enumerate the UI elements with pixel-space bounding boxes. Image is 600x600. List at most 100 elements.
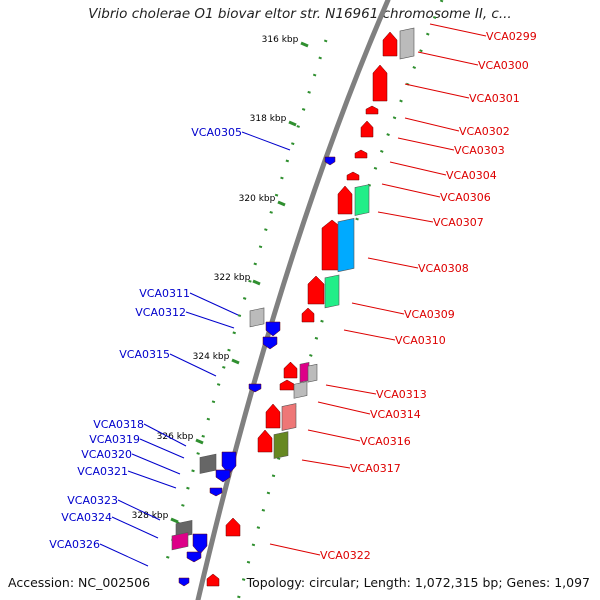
forward-gene-label: VCA0316 <box>360 435 411 448</box>
reverse-gene-connector <box>139 438 185 459</box>
gene-block <box>399 27 415 60</box>
forward-gene-label: VCA0308 <box>418 262 469 275</box>
reverse-gene-connector <box>169 353 217 377</box>
reverse-gene-connector <box>241 131 291 151</box>
gene-arrow <box>225 517 241 537</box>
outer-guide-line <box>236 0 444 600</box>
gene-arrow <box>324 156 336 166</box>
forward-gene-label: VCA0303 <box>454 144 505 157</box>
gene-block <box>307 363 318 383</box>
gene-arrow <box>354 149 368 159</box>
forward-gene-connector <box>325 384 377 395</box>
forward-gene-label: VCA0317 <box>350 462 401 475</box>
reverse-gene-label: VCA0324 <box>61 511 112 524</box>
scale-tick <box>277 200 286 207</box>
gene-arrow <box>178 577 190 587</box>
gene-arrow <box>186 551 202 563</box>
forward-gene-connector <box>367 257 419 269</box>
gene-arrow <box>279 379 295 391</box>
gene-arrow <box>382 31 398 57</box>
scale-label: 316 kbp <box>262 35 299 45</box>
gene-arrow <box>215 469 231 483</box>
gene-arrow <box>265 321 281 337</box>
forward-gene-label: VCA0310 <box>395 334 446 347</box>
gene-block <box>293 381 308 399</box>
inner-guide-line <box>165 39 328 561</box>
forward-gene-label: VCA0299 <box>486 30 537 43</box>
forward-gene-label: VCA0306 <box>440 191 491 204</box>
forward-gene-label: VCA0322 <box>320 549 371 562</box>
forward-gene-connector <box>377 211 434 223</box>
gene-block <box>171 532 189 551</box>
scale-label: 324 kbp <box>193 352 230 362</box>
forward-gene-connector <box>404 83 470 99</box>
forward-gene-label: VCA0309 <box>404 308 455 321</box>
reverse-gene-label: VCA0319 <box>89 433 140 446</box>
reverse-gene-connector <box>111 516 159 539</box>
gene-arrow <box>337 185 353 215</box>
reverse-gene-connector <box>143 423 187 447</box>
gene-arrow <box>283 361 298 379</box>
forward-gene-label: VCA0301 <box>469 92 520 105</box>
forward-gene-label: VCA0300 <box>478 59 529 72</box>
gene-arrow <box>221 451 237 475</box>
reverse-gene-connector <box>131 453 181 475</box>
reverse-gene-label: VCA0320 <box>81 448 132 461</box>
chromosome-backbone <box>195 0 391 600</box>
scale-tick <box>252 279 261 286</box>
forward-gene-connector <box>317 401 371 415</box>
forward-gene-connector <box>429 23 487 37</box>
gene-arrow <box>265 403 281 429</box>
scale-label: 326 kbp <box>157 432 194 442</box>
gene-arrow <box>346 171 360 181</box>
scale-label: 320 kbp <box>239 194 276 204</box>
topology-summary: Topology: circular; Length: 1,072,315 bp… <box>246 575 590 590</box>
gene-block <box>249 307 265 328</box>
gene-arrow <box>301 307 315 323</box>
forward-gene-connector <box>397 137 455 151</box>
scale-tick <box>231 358 240 365</box>
forward-gene-connector <box>269 543 321 556</box>
reverse-gene-label: VCA0318 <box>93 418 144 431</box>
forward-gene-connector <box>301 459 351 469</box>
reverse-gene-label: VCA0305 <box>191 126 242 139</box>
gene-arrow <box>307 275 325 305</box>
forward-gene-connector <box>307 429 361 442</box>
scale-tick <box>170 517 179 524</box>
gene-block <box>354 184 370 216</box>
reverse-gene-label: VCA0326 <box>49 538 100 551</box>
forward-gene-label: VCA0304 <box>446 169 497 182</box>
gene-arrow <box>360 120 374 138</box>
gene-block <box>273 431 289 459</box>
forward-gene-connector <box>381 183 441 198</box>
reverse-gene-label: VCA0315 <box>119 348 170 361</box>
reverse-gene-connector <box>117 499 161 521</box>
scale-label: 322 kbp <box>214 273 251 283</box>
reverse-gene-label: VCA0321 <box>77 465 128 478</box>
accession-label: Accession: NC_002506 <box>8 575 151 590</box>
gene-block <box>299 361 310 383</box>
reverse-gene-label: VCA0311 <box>139 287 190 300</box>
forward-gene-connector <box>343 329 396 341</box>
scale-label: 328 kbp <box>132 511 169 521</box>
reverse-gene-label: VCA0323 <box>67 494 118 507</box>
reverse-gene-label: VCA0312 <box>135 306 186 319</box>
scale-tick <box>300 41 309 48</box>
forward-gene-label: VCA0314 <box>370 408 421 421</box>
gene-block <box>281 403 297 431</box>
gene-arrow <box>262 336 278 350</box>
gene-arrow <box>192 533 208 555</box>
gene-block <box>324 274 340 309</box>
gene-block <box>199 453 217 474</box>
forward-gene-connector <box>351 302 405 315</box>
reverse-gene-connector <box>99 543 149 567</box>
gene-arrow <box>257 429 273 453</box>
reverse-gene-connector <box>127 470 177 489</box>
reverse-gene-connector <box>185 311 235 329</box>
gene-arrow <box>206 573 220 587</box>
map-title: Vibrio cholerae O1 biovar eltor str. N16… <box>88 6 512 22</box>
gene-arrow <box>248 383 262 393</box>
forward-gene-label: VCA0307 <box>433 216 484 229</box>
